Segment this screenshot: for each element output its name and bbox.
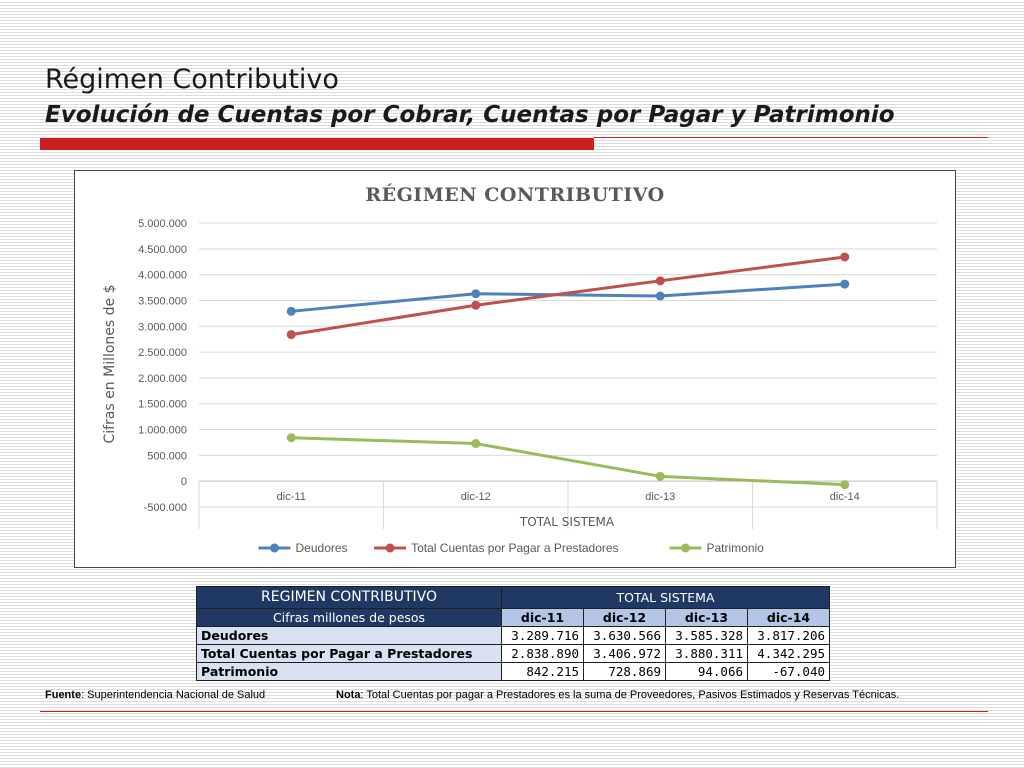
x-tick-label: dic-11 — [277, 491, 306, 503]
data-point — [286, 306, 296, 316]
table-cell: 728.869 — [583, 662, 666, 681]
data-point — [471, 289, 481, 299]
y-tick-label: 3.000.000 — [138, 321, 187, 333]
table-cell: 3.630.566 — [583, 626, 666, 645]
legend-label: Deudores — [296, 541, 348, 555]
gridlines — [198, 222, 938, 529]
line-chart: RÉGIMEN CONTRIBUTIVO 5.000.000 4.500.000 4… — [102, 183, 938, 555]
data-point — [840, 279, 850, 289]
footer-source-label: Fuente — [45, 689, 82, 701]
summary-table: REGIMEN CONTRIBUTIVO TOTAL SISTEMA Cifra… — [196, 586, 830, 681]
legend-label: Total Cuentas por Pagar a Prestadores — [411, 541, 618, 555]
table-col-header: dic-14 — [747, 608, 830, 627]
footer-note-text: : Total Cuentas por pagar a Prestadores … — [360, 689, 900, 701]
footer-note-label: Nota — [336, 689, 361, 701]
table-cell: 842.215 — [501, 662, 584, 681]
y-tick-label: 3.500.000 — [138, 295, 187, 307]
y-tick-label: -500.000 — [144, 502, 187, 514]
data-point — [286, 433, 296, 443]
table-row-label: Deudores — [196, 626, 502, 645]
legend-marker — [270, 543, 279, 553]
table-units-label: Cifras millones de pesos — [196, 608, 502, 627]
y-tick-label: 5.000.000 — [138, 218, 187, 230]
x-axis-title: TOTAL SISTEMA — [519, 515, 615, 529]
y-axis-ticks: 5.000.000 4.500.000 4.000.000 3.500.000 3.00… — [138, 218, 187, 514]
x-tick-label: dic-13 — [645, 491, 675, 503]
y-tick-label: 0 — [181, 476, 187, 488]
y-tick-label: 2.500.000 — [138, 347, 187, 359]
table-cell: 3.817.206 — [747, 626, 830, 645]
legend-label: Patrimonio — [707, 541, 765, 555]
chart-frame: RÉGIMEN CONTRIBUTIVO 5.000.000 4.500.000 4… — [74, 170, 956, 568]
table-cell: 94.066 — [665, 662, 748, 681]
data-point — [840, 480, 850, 490]
legend-marker — [681, 543, 690, 553]
y-tick-label: 1.500.000 — [138, 399, 187, 411]
table-cell: 3.585.328 — [665, 626, 748, 645]
table-row: Deudores 3.289.716 3.630.566 3.585.328 3… — [196, 626, 830, 645]
table-subheader-row: Cifras millones de pesos dic-11 dic-12 d… — [196, 608, 830, 627]
series-lines — [286, 252, 850, 490]
title-accent-bar — [40, 138, 594, 150]
table-cell: 3.880.311 — [665, 644, 748, 663]
x-tick-label: dic-14 — [830, 491, 860, 503]
chart-title: RÉGIMEN CONTRIBUTIVO — [365, 183, 664, 206]
table-row-label: Total Cuentas por Pagar a Prestadores — [196, 644, 502, 663]
x-tick-label: dic-12 — [461, 491, 491, 503]
data-point — [471, 439, 481, 449]
table-cell: 3.289.716 — [501, 626, 584, 645]
table-col-header: dic-11 — [501, 608, 584, 627]
series-line — [289, 255, 847, 337]
footer-source-text: : Superintendencia Nacional de Salud — [81, 689, 266, 701]
table-row: Total Cuentas por Pagar a Prestadores 2.… — [196, 644, 830, 663]
y-tick-label: 500.000 — [147, 450, 187, 462]
slide-title: Régimen Contributivo — [45, 64, 339, 95]
footer-source: Fuente: Superintendencia Nacional de Sal… — [45, 689, 265, 701]
table-header-row: REGIMEN CONTRIBUTIVO TOTAL SISTEMA — [196, 586, 830, 609]
table-group-header: TOTAL SISTEMA — [501, 586, 830, 609]
table-row-label: Patrimonio — [196, 662, 502, 681]
y-axis-title: Cifras en Millones de $ — [102, 284, 118, 443]
y-tick-label: 2.000.000 — [138, 373, 187, 385]
data-point — [655, 276, 665, 286]
footer-note: Nota: Total Cuentas por pagar a Prestado… — [336, 689, 899, 701]
data-point — [286, 330, 296, 340]
data-point — [655, 471, 665, 481]
table-col-header: dic-13 — [665, 608, 748, 627]
legend-marker — [385, 543, 395, 553]
title-accent-line — [594, 137, 988, 138]
data-point — [471, 300, 481, 310]
series-line — [289, 282, 847, 313]
table-col-header: dic-12 — [583, 608, 666, 627]
series-line — [289, 436, 847, 487]
footer-rule — [40, 711, 988, 712]
table-cell: 4.342.295 — [747, 644, 830, 663]
x-axis-ticks: dic-11 dic-12 dic-13 dic-14 — [277, 491, 860, 503]
table-row: Patrimonio 842.215 728.869 94.066 -67.04… — [196, 662, 830, 681]
data-point — [840, 252, 850, 262]
y-tick-label: 1.000.000 — [138, 425, 187, 437]
table-cell: -67.040 — [747, 662, 830, 681]
y-tick-label: 4.000.000 — [138, 270, 187, 282]
legend: Deudores Total Cuentas por Pagar a Presta… — [258, 541, 765, 555]
table-corner-title: REGIMEN CONTRIBUTIVO — [196, 586, 502, 609]
table-cell: 3.406.972 — [583, 644, 666, 663]
data-point — [655, 291, 665, 301]
y-tick-label: 4.500.000 — [138, 244, 187, 256]
slide-subtitle: Evolución de Cuentas por Cobrar, Cuentas… — [45, 102, 895, 128]
table-cell: 2.838.890 — [501, 644, 584, 663]
